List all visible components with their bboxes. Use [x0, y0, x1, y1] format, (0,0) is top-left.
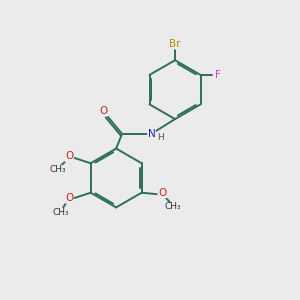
Text: N: N	[148, 129, 155, 139]
Text: CH₃: CH₃	[52, 208, 69, 217]
Text: Br: Br	[169, 39, 181, 49]
Text: F: F	[215, 70, 220, 80]
Text: H: H	[157, 133, 164, 142]
Text: CH₃: CH₃	[49, 165, 66, 174]
Text: O: O	[65, 152, 73, 161]
Text: O: O	[65, 193, 73, 203]
Text: CH₃: CH₃	[165, 202, 182, 211]
Text: O: O	[100, 106, 108, 116]
Text: O: O	[158, 188, 166, 198]
